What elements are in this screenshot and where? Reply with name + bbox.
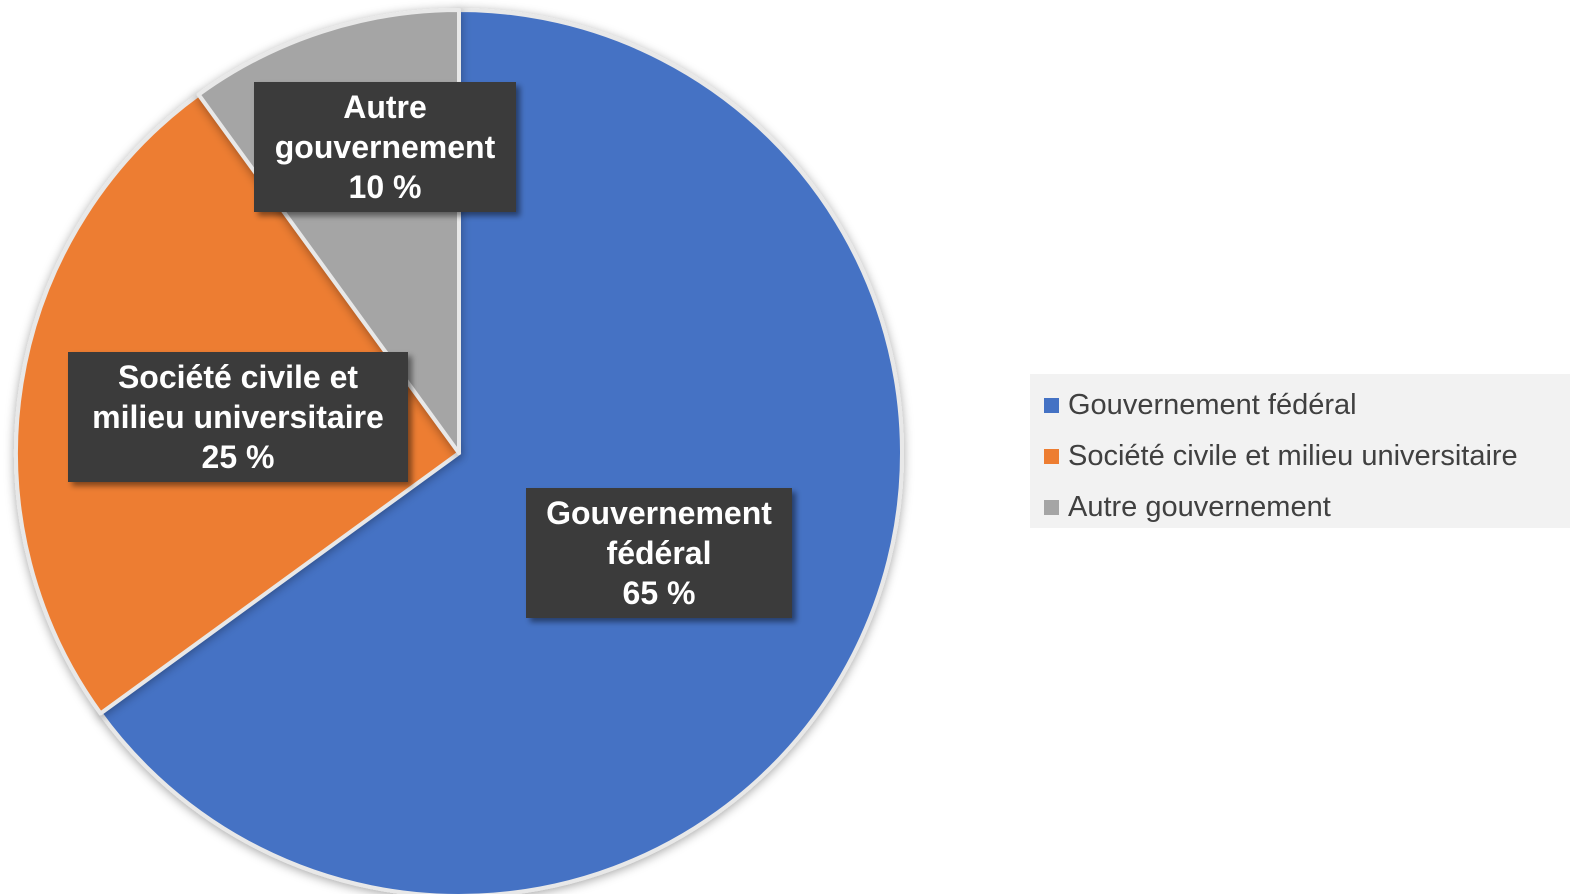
data-label-societe-civile: Société civile et milieu universitaire 25 … <box>68 352 408 482</box>
legend-item-autre-gouvernement: Autre gouvernement <box>1030 482 1570 533</box>
legend-item-societe-civile: Société civile et milieu universitaire <box>1030 431 1570 482</box>
legend-label: Autre gouvernement <box>1068 491 1331 523</box>
data-label-line: 25 % <box>202 439 275 475</box>
legend: Gouvernement fédéral Société civile et m… <box>1030 374 1570 528</box>
data-label-line: gouvernement <box>275 129 496 165</box>
data-label-line: 65 % <box>623 575 696 611</box>
data-label-line: Autre <box>343 89 427 125</box>
data-label-box <box>526 488 792 618</box>
data-label-gouvernement-federal: Gouvernement fédéral 65 % <box>526 488 792 618</box>
legend-label: Gouvernement fédéral <box>1068 389 1357 421</box>
data-label-line: Société civile et <box>118 359 358 395</box>
pie-slice-gouvernement-federal <box>98 8 904 894</box>
pie-data-labels: Gouvernement fédéral 65 % Société civile et… <box>68 82 792 618</box>
data-label-box <box>254 82 516 212</box>
data-label-box <box>68 352 408 482</box>
data-label-line: fédéral <box>607 535 712 571</box>
legend-item-gouvernement-federal: Gouvernement fédéral <box>1030 380 1570 431</box>
legend-swatch-gouvernement-federal <box>1044 398 1059 413</box>
legend-swatch-autre-gouvernement <box>1044 500 1059 515</box>
legend-swatch-societe-civile <box>1044 449 1059 464</box>
legend-label: Société civile et milieu universitaire <box>1068 440 1518 472</box>
data-label-line: 10 % <box>349 169 422 205</box>
data-label-line: Gouvernement <box>546 495 772 531</box>
data-label-line: milieu universitaire <box>92 399 384 435</box>
data-label-autre-gouvernement: Autre gouvernement 10 % <box>254 82 516 212</box>
